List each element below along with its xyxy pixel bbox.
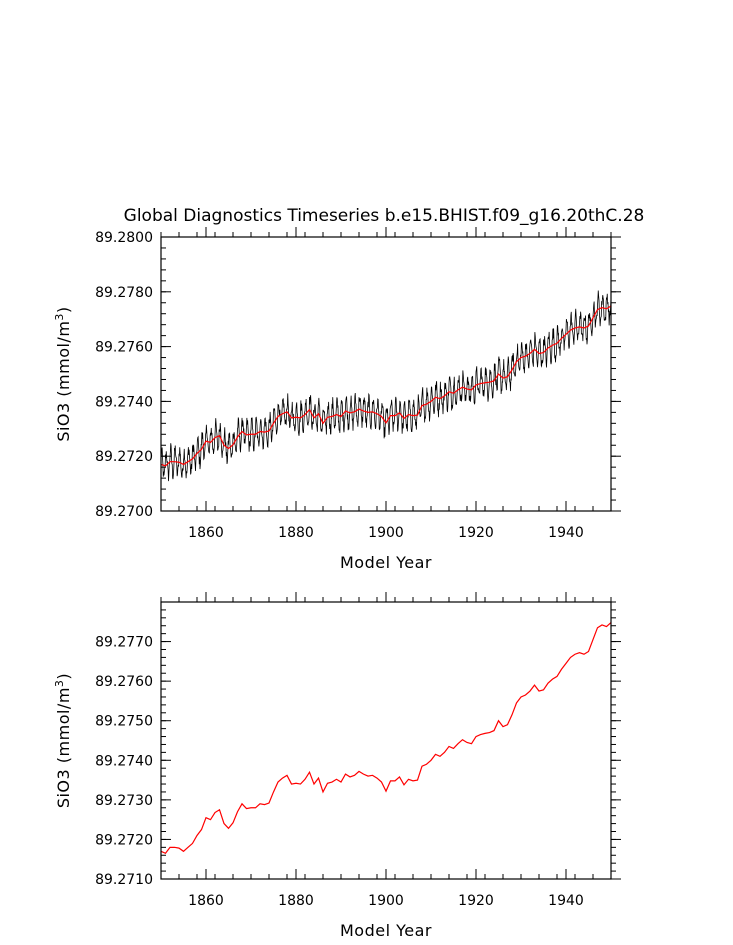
top-y-axis-label-text: SiO3 (mmol/m	[54, 321, 73, 442]
y-tick-label: 89.2740	[95, 753, 153, 769]
bottom-plot-frame	[160, 601, 612, 880]
x-tick-label: 1860	[188, 893, 224, 909]
x-tick-label: 1900	[368, 893, 404, 909]
y-tick-label: 89.2760	[95, 674, 153, 690]
top-panel: 1860 1880 1900 1920 1940 89.2700 89.2720 89.274…	[53, 227, 621, 572]
y-tick-label: 89.2750	[95, 714, 153, 730]
monthly-series-line	[160, 290, 612, 482]
x-tick-label: 1900	[368, 525, 404, 541]
top-y-axis-label-sup: 3	[53, 313, 66, 321]
y-tick-label: 89.2800	[95, 230, 153, 246]
bottom-y-axis-label-close: )	[54, 673, 73, 680]
x-tick-label: 1940	[548, 525, 584, 541]
top-y-axis-label: SiO3 (mmol/m3)	[53, 306, 73, 441]
y-tick-label: 89.2720	[95, 832, 153, 848]
top-plot-frame	[160, 236, 612, 512]
x-tick-label: 1880	[278, 893, 314, 909]
x-tick-label: 1920	[458, 525, 494, 541]
annual-mean-line-bottom	[160, 622, 612, 855]
bottom-y-axis-label-sup: 3	[53, 680, 66, 688]
y-tick-label: 89.2760	[95, 340, 153, 356]
bottom-y-axis-label: SiO3 (mmol/m3)	[53, 673, 73, 808]
top-x-axis-label: Model Year	[340, 553, 432, 572]
y-tick-label: 89.2740	[95, 394, 153, 410]
bottom-panel: 1860 1880 1900 1920 1940 89.2710 89.2720 89.273…	[53, 592, 621, 940]
x-tick-label: 1860	[188, 525, 224, 541]
y-tick-label: 89.2720	[95, 449, 153, 465]
top-y-axis-label-close: )	[54, 306, 73, 313]
annual-mean-line-top	[160, 305, 612, 467]
x-tick-label: 1920	[458, 893, 494, 909]
bottom-x-axis-label: Model Year	[340, 921, 432, 940]
x-tick-label: 1880	[278, 525, 314, 541]
x-tick-label: 1940	[548, 893, 584, 909]
y-tick-label: 89.2700	[95, 504, 153, 520]
y-tick-label: 89.2770	[95, 635, 153, 651]
bottom-y-axis-label-text: SiO3 (mmol/m	[54, 687, 73, 808]
y-tick-label: 89.2730	[95, 793, 153, 809]
y-tick-label: 89.2710	[95, 872, 153, 888]
y-tick-label: 89.2780	[95, 285, 153, 301]
chart-title: Global Diagnostics Timeseries b.e15.BHIS…	[124, 206, 645, 226]
